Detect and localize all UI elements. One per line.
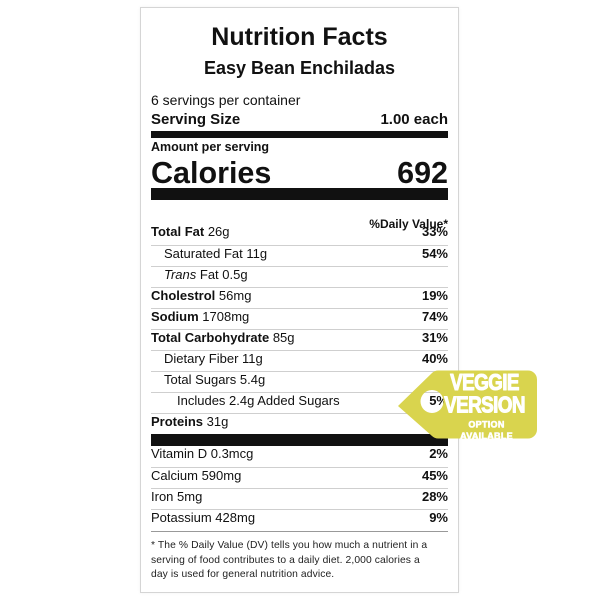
svg-text:VEGGIE: VEGGIE	[450, 370, 519, 395]
svg-text:VERSION: VERSION	[444, 393, 525, 418]
svg-text:OPTION: OPTION	[468, 420, 504, 430]
svg-text:AVAILABLE: AVAILABLE	[460, 431, 513, 441]
